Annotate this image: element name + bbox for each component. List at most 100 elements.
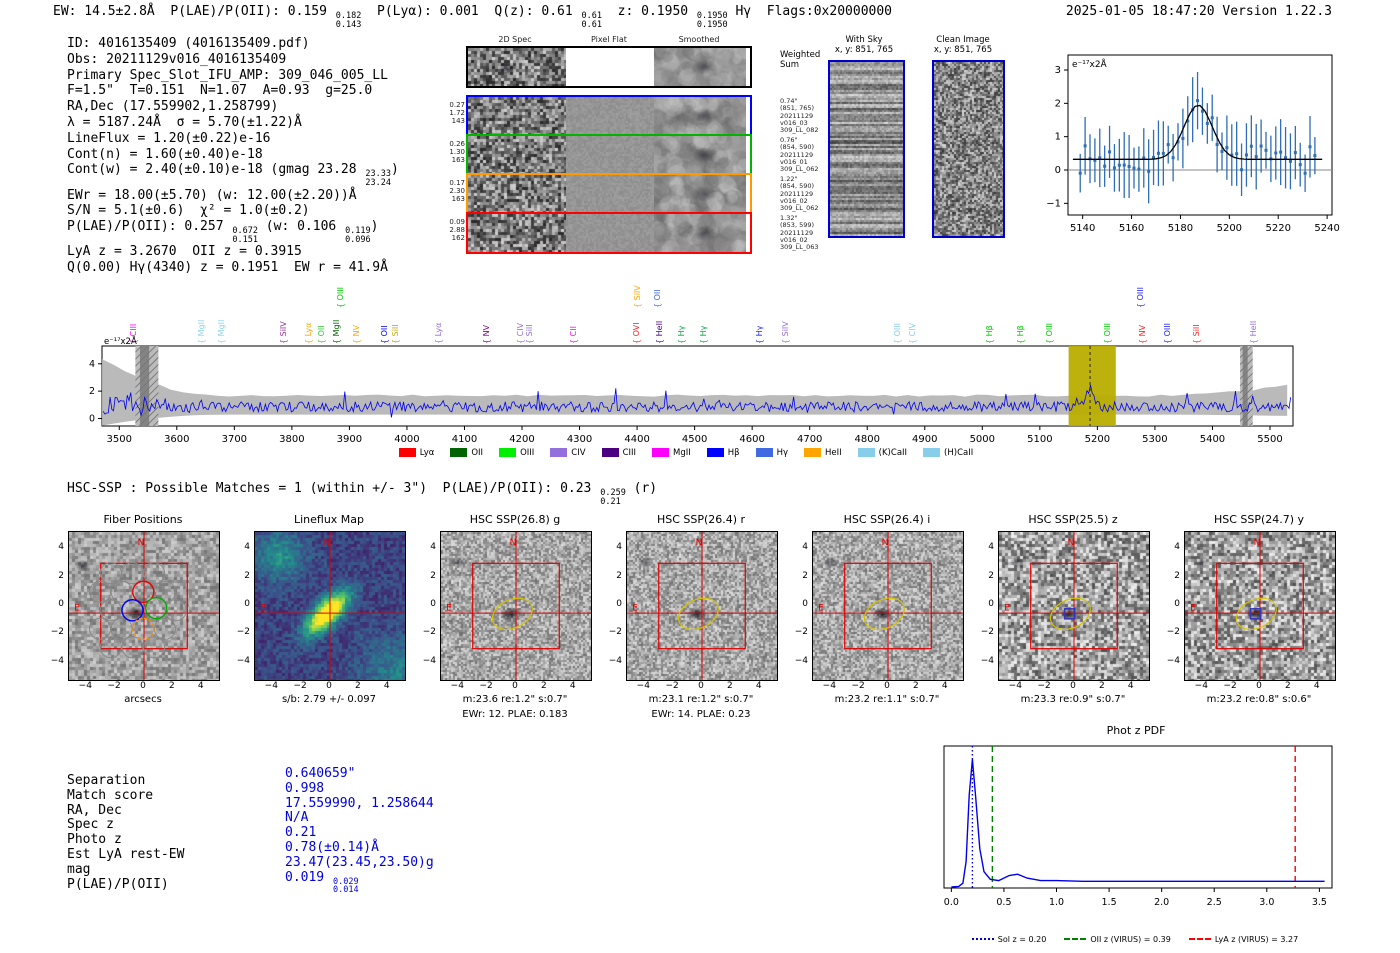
x-tick-label: −2 bbox=[1223, 681, 1237, 691]
spec2d-row-fiber4: 0.09 2.88 162 1.32" (853, 599) 20211129 … bbox=[449, 212, 819, 254]
fiber-circle bbox=[110, 617, 133, 640]
y-tick-label: 0 bbox=[1174, 599, 1180, 609]
fiber-ifu: 309_LL_063 bbox=[780, 243, 819, 252]
x-tick-label: 2 bbox=[168, 681, 175, 691]
spectrum-line-label: { OIII bbox=[1135, 286, 1145, 308]
fiber-date: 20211129 bbox=[780, 228, 814, 237]
fiber-circle bbox=[143, 562, 166, 585]
fiber-circle bbox=[153, 617, 176, 640]
fiber-date: 20211129 bbox=[780, 111, 814, 120]
legend-item: OIII bbox=[499, 448, 534, 458]
photz-legend-item: OII z (VIRUS) = 0.39 bbox=[1064, 935, 1171, 944]
info-sn-chi2: S/N = 5.1(±0.6) χ² = 1.0(±0.2) bbox=[67, 203, 310, 219]
match-table-values: 0.640659" 0.998 17.559990, 1.258644 N/A … bbox=[285, 766, 434, 895]
compass-east-label: E bbox=[818, 603, 824, 613]
match-value: N/A bbox=[285, 810, 309, 826]
svg-text:4500: 4500 bbox=[682, 434, 707, 445]
x-tick-label: 4 bbox=[383, 681, 390, 691]
spec2d-col-header: Pixel Flat bbox=[591, 35, 627, 44]
info-obs: Obs: 20211129v016_4016135409 bbox=[67, 51, 287, 67]
smoothed-image bbox=[654, 97, 746, 135]
spec2d-grid: 2D Spec Pixel Flat Smoothed Weighted Sum… bbox=[440, 33, 1000, 259]
info-plae-poii: P(LAE)/P(OII): 0.257 0.672 0.151 (w: 0.10… bbox=[67, 219, 379, 245]
fiber-weight: 162 bbox=[451, 234, 465, 242]
photz-legend-line-sample bbox=[971, 938, 994, 940]
svg-text:4400: 4400 bbox=[624, 434, 649, 445]
photz-title: Phot z PDF bbox=[1106, 724, 1166, 737]
fiber-obs: v016_03 bbox=[780, 118, 808, 127]
info-id: ID: 4016135409 (4016135409.pdf) bbox=[67, 36, 310, 51]
info-ewr: EWr = 18.00(±5.70) (w: 12.00(±2.20))Å bbox=[67, 187, 357, 203]
y-tick-label: 4 bbox=[1174, 542, 1180, 553]
2d-spec-image bbox=[468, 175, 566, 213]
source-ellipse bbox=[863, 597, 905, 631]
legend-label: CIII bbox=[622, 447, 637, 458]
spectrum-line-label: { SiIV bbox=[633, 285, 643, 308]
fiber-ifu: 309_LL_062 bbox=[780, 165, 819, 174]
extraction-box bbox=[658, 562, 746, 650]
panel-caption: m:23.2 re:1.1" s:0.7" bbox=[834, 694, 940, 705]
legend-label: (H)CaII bbox=[944, 447, 974, 458]
x-tick-label: 2 bbox=[912, 681, 919, 691]
panel-xlabel: arcsecs bbox=[124, 694, 162, 705]
smoothed-image bbox=[654, 214, 746, 252]
fiber-xy: (854, 590) bbox=[780, 182, 815, 191]
legend-swatch bbox=[706, 448, 724, 457]
x-tick-label: 2 bbox=[726, 681, 733, 691]
legend-item: CIV bbox=[550, 447, 586, 458]
fiber-obs: v016_01 bbox=[780, 157, 808, 166]
sky-cutouts: With Sky x, y: 851, 765 Clean Image x, y… bbox=[820, 33, 1020, 243]
y-tick-label: 2 bbox=[1174, 570, 1180, 581]
legend-label: CIV bbox=[571, 447, 586, 458]
fiber-xy: (851, 765) bbox=[780, 104, 815, 113]
spec2d-row-fiber1: 0.27 1.72 143 0.74" (851, 765) 20211129 … bbox=[449, 95, 819, 137]
panel-lineflux-map: Lineflux Map N E s/b: 2.79 +/- 0.097 4 2 0 −… bbox=[230, 513, 408, 725]
source-ellipse bbox=[491, 597, 533, 631]
legend-item: OII bbox=[450, 448, 483, 458]
x-tick-label: −4 bbox=[822, 681, 836, 691]
stacked-range: 0.672 0.151 bbox=[232, 226, 258, 245]
match-label: Photo z bbox=[67, 832, 122, 848]
panel-hsc-z: HSC SSP(25.5) z N E m:23.3 re:0.9" s:0.7"… bbox=[974, 513, 1152, 725]
selected-fiber-circle bbox=[145, 596, 168, 620]
legend-item: HeII bbox=[804, 448, 842, 458]
y-tick-label: 0 bbox=[58, 599, 64, 609]
compass-north-label: N bbox=[696, 538, 703, 548]
y-tick-label: 4 bbox=[58, 542, 64, 553]
x-tick-label: 4 bbox=[569, 681, 576, 691]
panel-hsc-y: HSC SSP(24.7) y N E m:23.2 re:0.8" s:0.6"… bbox=[1160, 513, 1338, 725]
fiber-weight: 143 bbox=[451, 117, 465, 125]
spec2d-row-fiber3: 0.17 2.30 163 1.22" (854, 590) 20211129 … bbox=[449, 173, 819, 215]
x-tick-label: −2 bbox=[293, 681, 307, 691]
svg-text:2.5: 2.5 bbox=[1207, 897, 1222, 908]
compass-east-label: E bbox=[74, 603, 80, 613]
svg-text:3700: 3700 bbox=[222, 434, 247, 445]
photz-legend-line-sample bbox=[1188, 938, 1211, 940]
legend-swatch bbox=[499, 448, 517, 457]
svg-text:e⁻¹⁷x2Å: e⁻¹⁷x2Å bbox=[1072, 58, 1108, 70]
panel-hsc-i: HSC SSP(26.4) i N E m:23.2 re:1.1" s:0.7"… bbox=[788, 513, 966, 725]
y-tick-label: −4 bbox=[50, 655, 64, 666]
legend-item: Hβ bbox=[706, 448, 740, 458]
compass-east-label: E bbox=[632, 603, 638, 613]
weighted-sum-label: Sum bbox=[780, 59, 800, 70]
legend-swatch bbox=[450, 448, 468, 457]
svg-text:3600: 3600 bbox=[164, 434, 189, 445]
photz-legend-label: Sol z = 0.20 bbox=[997, 934, 1047, 944]
svg-text:3900: 3900 bbox=[337, 434, 362, 445]
legend-label: MgII bbox=[673, 447, 691, 458]
svg-text:5200: 5200 bbox=[1085, 434, 1110, 445]
y-tick-label: 2 bbox=[616, 570, 622, 581]
x-tick-label: 0 bbox=[698, 681, 704, 691]
y-tick-label: −2 bbox=[50, 627, 64, 638]
svg-text:1.5: 1.5 bbox=[1102, 897, 1117, 908]
svg-text:−1: −1 bbox=[1046, 198, 1061, 209]
x-tick-label: −4 bbox=[78, 681, 92, 691]
fiber-weight: 1.30 bbox=[449, 148, 465, 156]
fiber-circle bbox=[121, 562, 144, 585]
y-tick-label: −4 bbox=[980, 655, 994, 666]
spectrum-legend: Lyα OII OIII CIV CIII MgII Hβ Hγ HeII (K)CaII (H)C… bbox=[66, 442, 1306, 461]
svg-text:3500: 3500 bbox=[107, 434, 132, 445]
x-tick-label: 2 bbox=[1098, 681, 1105, 691]
